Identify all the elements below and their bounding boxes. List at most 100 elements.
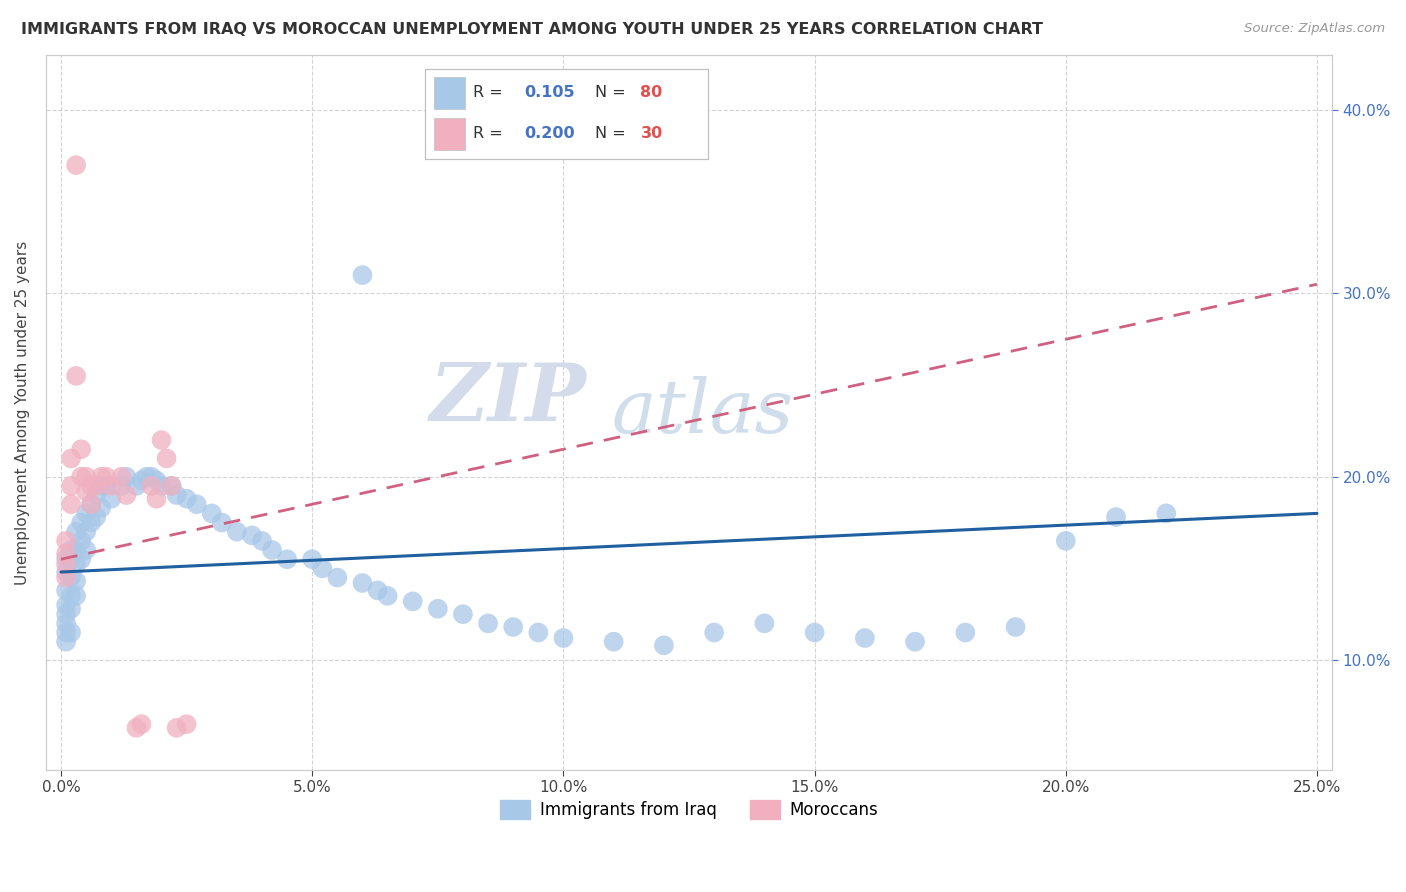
Text: atlas: atlas bbox=[612, 376, 794, 449]
Point bbox=[125, 479, 148, 493]
Point bbox=[527, 625, 550, 640]
Point bbox=[853, 631, 876, 645]
Point bbox=[65, 574, 87, 589]
Point bbox=[186, 497, 208, 511]
Point bbox=[141, 479, 163, 493]
Point bbox=[150, 433, 173, 447]
Point bbox=[426, 601, 449, 615]
Point bbox=[80, 479, 103, 493]
Point bbox=[55, 607, 77, 622]
Point bbox=[904, 634, 927, 648]
Point bbox=[90, 469, 112, 483]
Point bbox=[125, 721, 148, 735]
Point bbox=[60, 625, 83, 640]
Point bbox=[60, 543, 83, 558]
Point bbox=[311, 561, 333, 575]
Point bbox=[60, 589, 83, 603]
Point bbox=[326, 570, 349, 584]
Point bbox=[176, 491, 198, 506]
Point bbox=[201, 507, 224, 521]
Point bbox=[955, 625, 977, 640]
Point bbox=[70, 533, 93, 548]
Point bbox=[553, 631, 575, 645]
Point bbox=[60, 552, 83, 566]
Point bbox=[55, 583, 77, 598]
Point bbox=[451, 607, 474, 622]
Y-axis label: Unemployment Among Youth under 25 years: Unemployment Among Youth under 25 years bbox=[15, 241, 30, 584]
Point bbox=[65, 543, 87, 558]
Point bbox=[301, 552, 323, 566]
Point bbox=[160, 479, 183, 493]
Point bbox=[55, 598, 77, 612]
Point bbox=[55, 558, 77, 572]
Point bbox=[60, 601, 83, 615]
Point bbox=[80, 497, 103, 511]
Point bbox=[225, 524, 247, 539]
Point bbox=[145, 474, 167, 488]
Point bbox=[65, 589, 87, 603]
Point bbox=[803, 625, 825, 640]
Text: Source: ZipAtlas.com: Source: ZipAtlas.com bbox=[1244, 22, 1385, 36]
Point bbox=[115, 469, 138, 483]
Point bbox=[402, 594, 425, 608]
Point bbox=[652, 638, 675, 652]
Point bbox=[65, 524, 87, 539]
Point bbox=[145, 491, 167, 506]
Point bbox=[75, 543, 97, 558]
Point bbox=[55, 565, 77, 579]
Point bbox=[90, 479, 112, 493]
Point bbox=[65, 368, 87, 383]
Point bbox=[352, 268, 374, 282]
Point bbox=[96, 479, 118, 493]
Point bbox=[100, 491, 122, 506]
Point bbox=[1004, 620, 1026, 634]
Text: ZIP: ZIP bbox=[429, 359, 586, 437]
Point bbox=[1054, 533, 1077, 548]
Point bbox=[110, 479, 132, 493]
Point bbox=[1105, 510, 1128, 524]
Point bbox=[84, 479, 107, 493]
Point bbox=[80, 497, 103, 511]
Point bbox=[477, 616, 499, 631]
Point bbox=[75, 524, 97, 539]
Point bbox=[367, 583, 389, 598]
Point bbox=[84, 510, 107, 524]
Point bbox=[110, 469, 132, 483]
Point bbox=[150, 479, 173, 493]
Point bbox=[131, 717, 153, 731]
Point bbox=[65, 158, 87, 172]
Point bbox=[250, 533, 273, 548]
Point bbox=[276, 552, 298, 566]
Point bbox=[90, 500, 112, 515]
Point bbox=[166, 721, 188, 735]
Point bbox=[240, 528, 263, 542]
Point bbox=[260, 543, 283, 558]
Point bbox=[55, 634, 77, 648]
Point bbox=[70, 469, 93, 483]
Point bbox=[70, 516, 93, 530]
Point bbox=[131, 474, 153, 488]
Point bbox=[60, 479, 83, 493]
Point bbox=[55, 625, 77, 640]
Point bbox=[55, 547, 77, 561]
Point bbox=[55, 552, 77, 566]
Point bbox=[155, 451, 177, 466]
Point bbox=[60, 570, 83, 584]
Point bbox=[60, 497, 83, 511]
Point bbox=[1156, 507, 1178, 521]
Point bbox=[75, 507, 97, 521]
Point bbox=[754, 616, 776, 631]
Point bbox=[166, 488, 188, 502]
Point bbox=[65, 558, 87, 572]
Text: IMMIGRANTS FROM IRAQ VS MOROCCAN UNEMPLOYMENT AMONG YOUTH UNDER 25 YEARS CORRELA: IMMIGRANTS FROM IRAQ VS MOROCCAN UNEMPLO… bbox=[21, 22, 1043, 37]
Point bbox=[60, 451, 83, 466]
Point bbox=[377, 589, 399, 603]
Point bbox=[135, 469, 157, 483]
Point bbox=[703, 625, 725, 640]
Point bbox=[70, 552, 93, 566]
Point bbox=[352, 576, 374, 591]
Point bbox=[115, 488, 138, 502]
Point bbox=[160, 479, 183, 493]
Point bbox=[75, 484, 97, 499]
Point bbox=[211, 516, 233, 530]
